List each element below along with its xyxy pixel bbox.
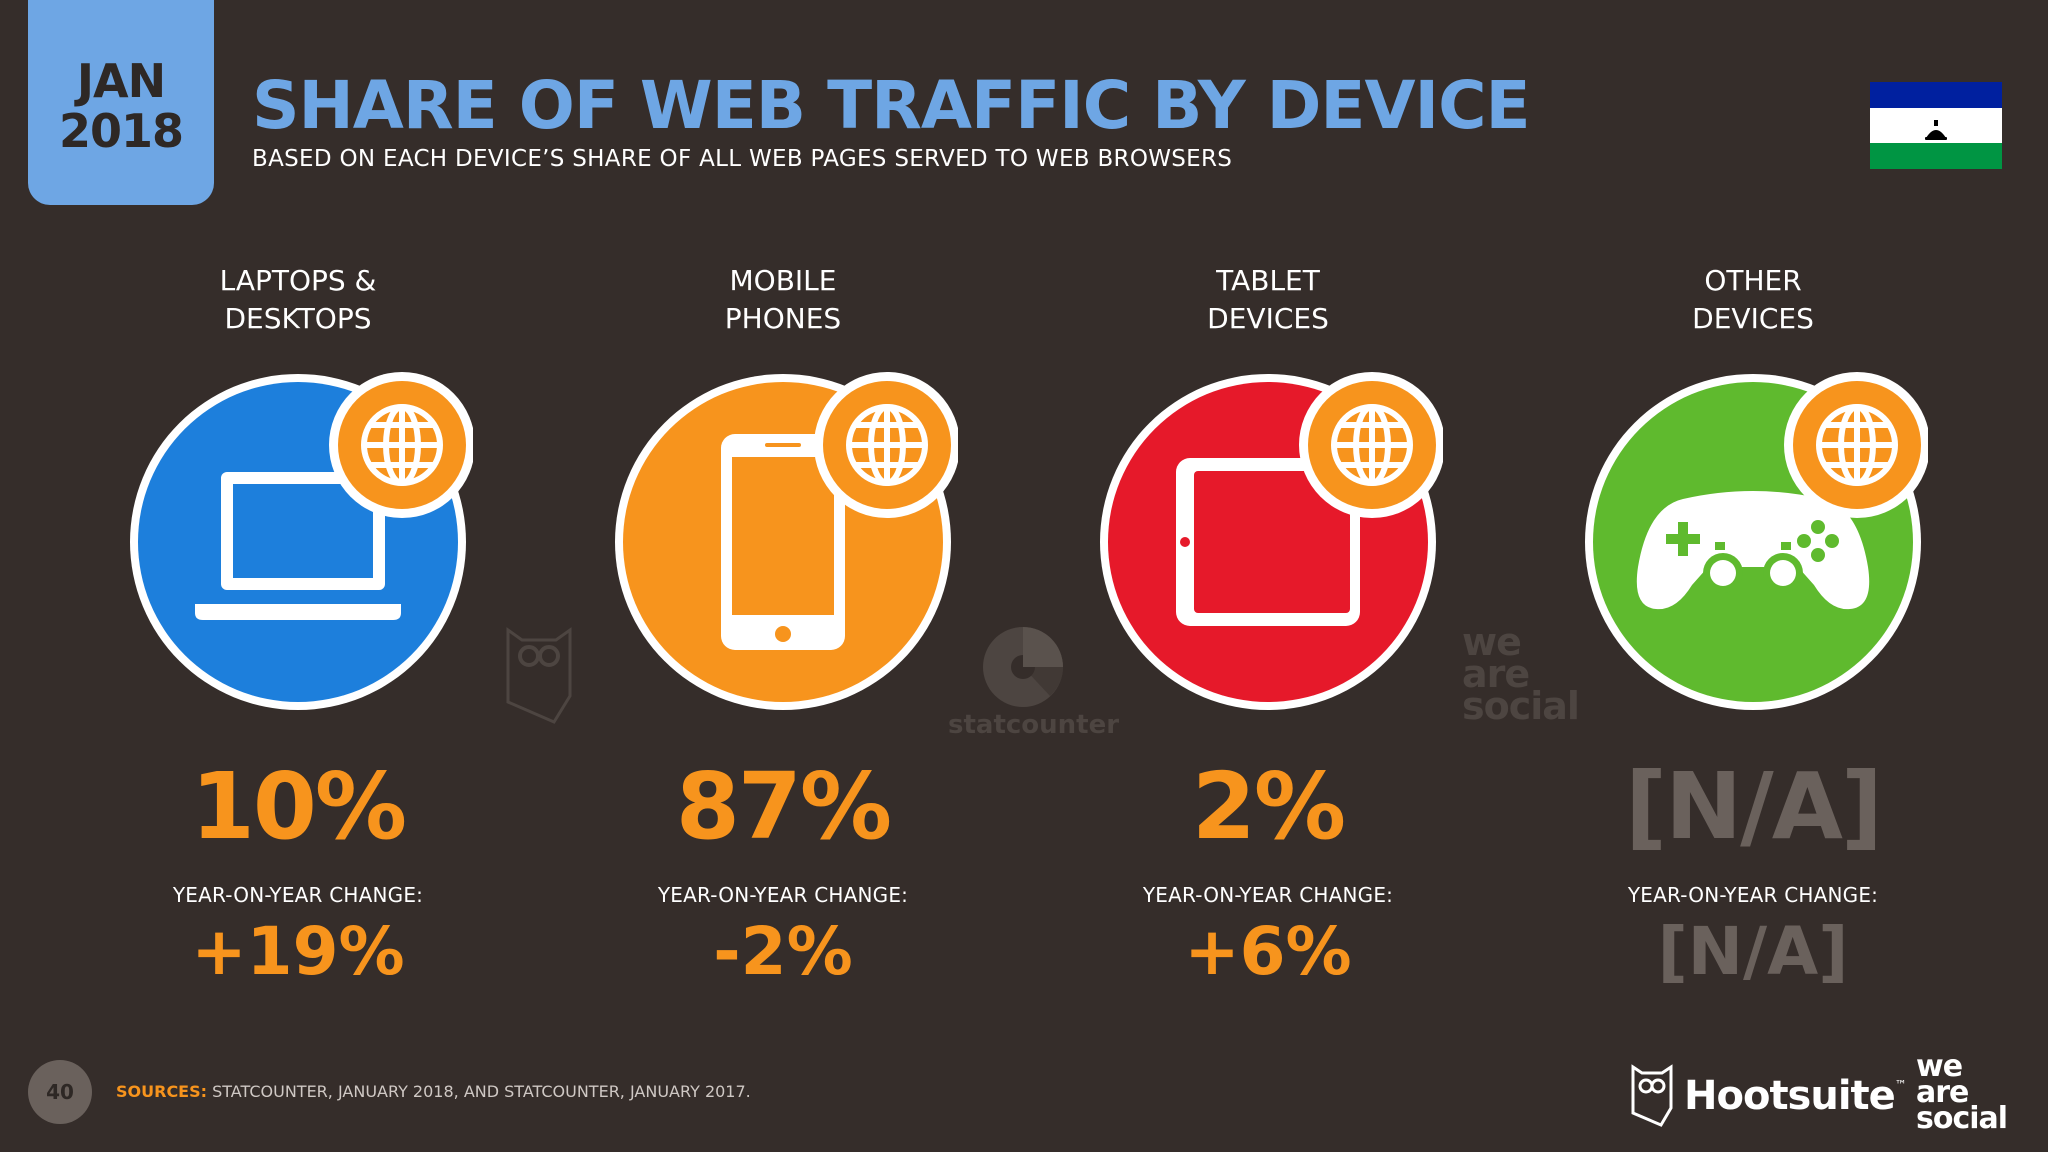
laptop-icon [130,372,473,710]
device-laptops-desktops: LAPTOPS & DESKTOPS 10% YEAR-ON-YEAR CHAN… [98,262,498,990]
globe-icon [1331,404,1413,486]
date-month: JAN [76,53,166,108]
page-subtitle: BASED ON EACH DEVICE’S SHARE OF ALL WEB … [252,146,1233,172]
hootsuite-logo: Hootsuite ™ [1630,1064,1907,1128]
tablet-icon [1100,372,1443,710]
sources-text: STATCOUNTER, JANUARY 2018, AND STATCOUNT… [207,1082,751,1101]
yoy-label: YEAR-ON-YEAR CHANGE: [1627,883,1879,907]
statcounter-watermark-text: statcounter [948,710,1120,740]
yoy-label: YEAR-ON-YEAR CHANGE: [1142,883,1394,907]
yoy-value: [N/A] [1657,913,1849,990]
globe-icon [361,404,443,486]
category-label: MOBILE PHONES [724,264,842,335]
game-controller-icon [1585,372,1928,710]
share-value: 87% [675,753,892,860]
device-tablets: TABLET DEVICES 2% YEAR-ON-YEAR CHANGE: +… [1068,262,1468,990]
category-label: OTHER DEVICES [1692,264,1814,335]
share-value: [N/A] [1625,753,1883,860]
hootsuite-owl-icon [1631,1064,1673,1127]
mobile-phone-icon [615,372,958,710]
trademark: ™ [1894,1078,1907,1092]
hootsuite-wordmark: Hootsuite [1684,1073,1896,1119]
page-number: 40 [28,1060,92,1124]
wearesocial-logo: we are social [1916,1049,2008,1136]
yoy-value: +6% [1184,913,1352,990]
device-mobile-phones: MOBILE PHONES 87% YEAR-ON-YEAR CHANGE: -… [583,262,983,990]
yoy-label: YEAR-ON-YEAR CHANGE: [172,883,424,907]
lesotho-flag-icon [1870,82,2002,169]
category-label: LAPTOPS & DESKTOPS [219,264,377,335]
date-year: 2018 [58,103,184,158]
device-other: OTHER DEVICES [N/A] YEAR-ON [1553,262,1953,990]
category-label: TABLET DEVICES [1207,264,1329,335]
yoy-label: YEAR-ON-YEAR CHANGE: [657,883,909,907]
yoy-value: -2% [713,913,853,990]
date-badge: JAN 2018 [28,0,214,205]
yoy-value: +19% [191,913,405,990]
globe-icon [846,404,928,486]
sources-label: SOURCES: [116,1082,208,1101]
statcounter-watermark-icon [983,627,1063,707]
share-value: 10% [190,753,407,860]
wearesocial-watermark: we are social [1462,620,1580,728]
globe-icon [1816,404,1898,486]
sources-note: SOURCES: STATCOUNTER, JANUARY 2018, AND … [116,1082,751,1101]
share-value: 2% [1191,753,1346,860]
page-title: SHARE OF WEB TRAFFIC BY DEVICE [252,67,1531,144]
hootsuite-owl-watermark-icon [506,627,572,724]
